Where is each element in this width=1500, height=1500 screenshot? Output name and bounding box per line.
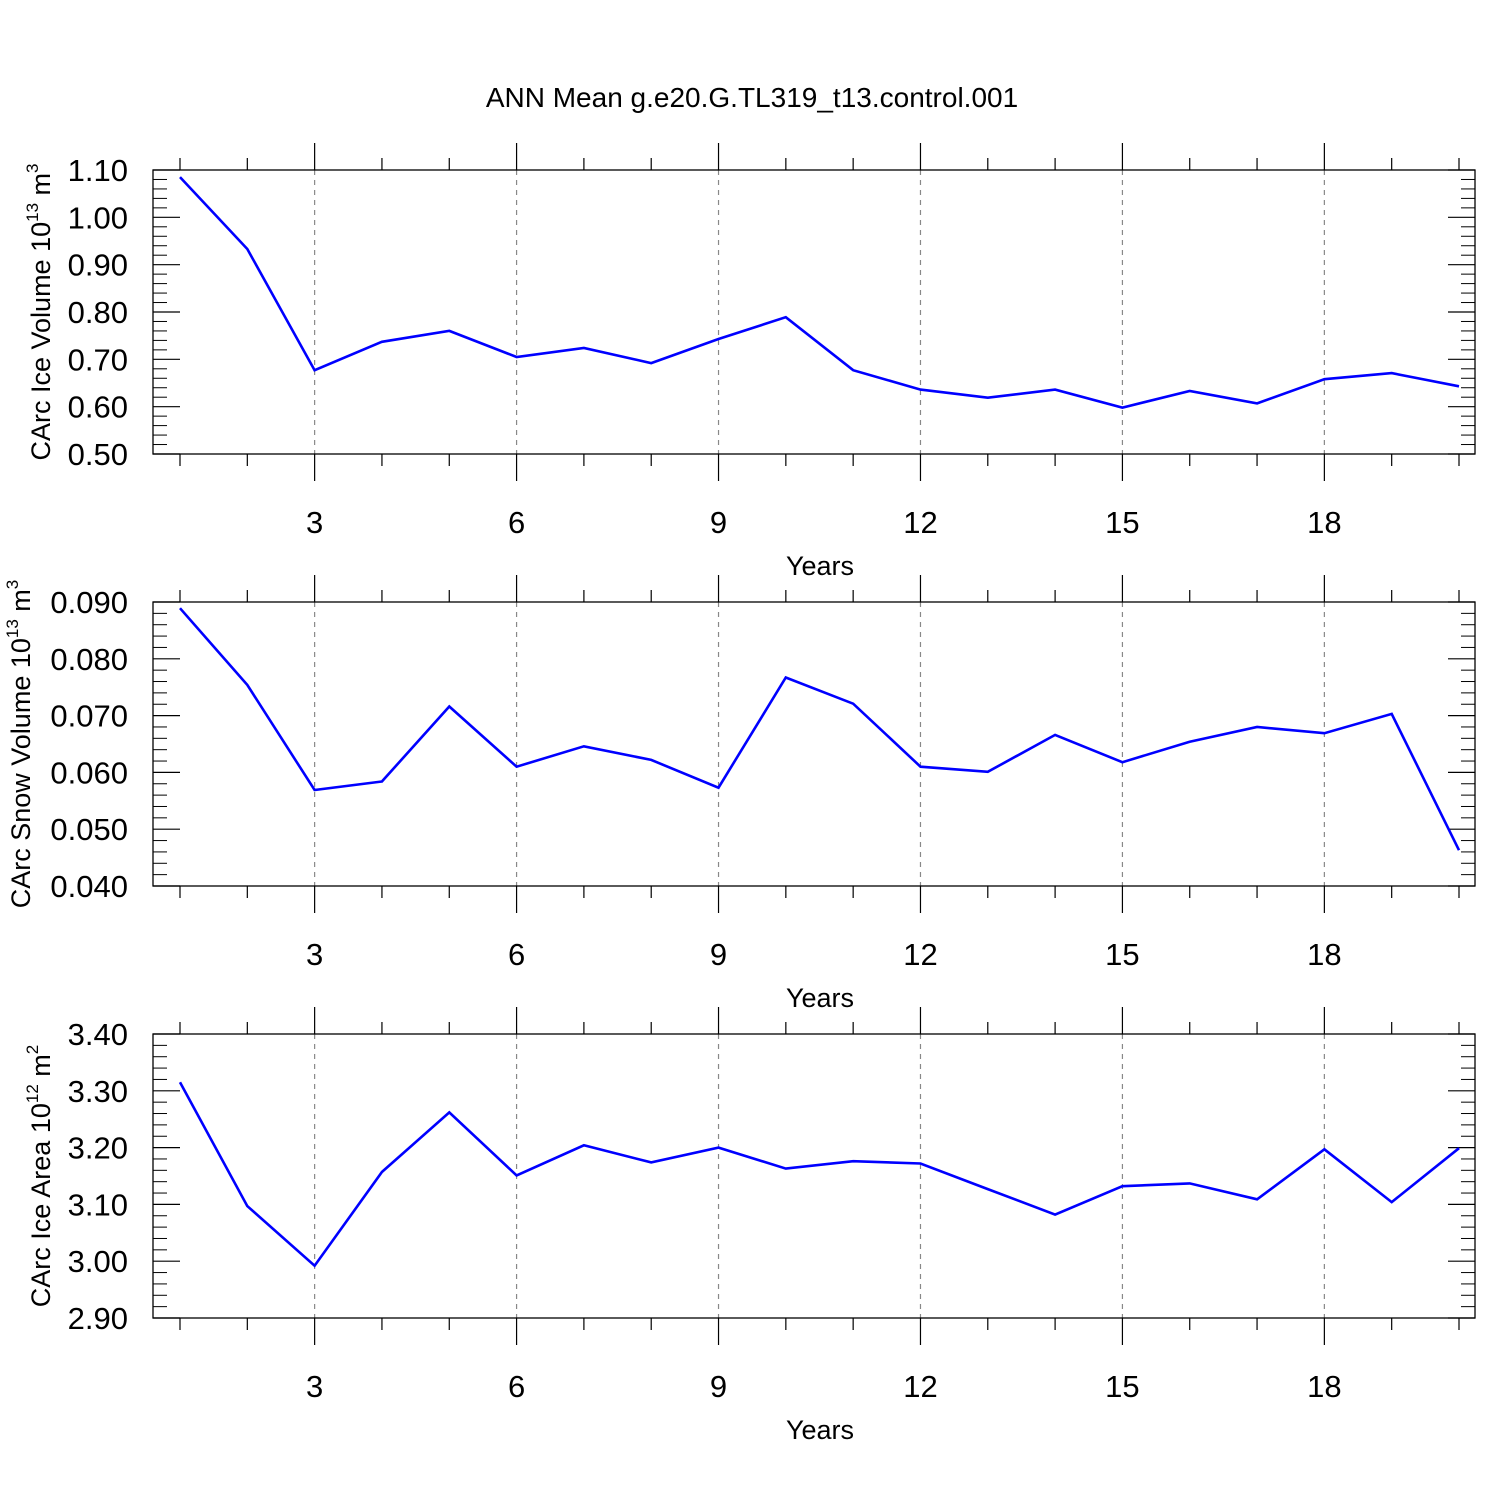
y-tick-label-5: 0.090 <box>50 585 128 620</box>
x-tick-label-3: 12 <box>903 1369 937 1404</box>
y-axis-title: CArc Snow Volume 1013 m3 <box>3 580 36 909</box>
x-axis-title: Years <box>786 983 854 1013</box>
x-tick-label-3: 12 <box>903 937 937 972</box>
panel-3: 2.90 3.00 3.10 3.20 3.30 3.40 3 6 9 12 15 18 Years CA… <box>23 1007 1476 1445</box>
x-tick-label-3: 12 <box>903 505 937 540</box>
y-tick-label-4: 0.080 <box>50 642 128 677</box>
x-tick-label-4: 15 <box>1105 505 1139 540</box>
y-tick-label-6: 1.10 <box>68 153 128 188</box>
y-axis-title: CArc Ice Area 1012 m2 <box>23 1045 56 1308</box>
x-tick-label-2: 9 <box>710 1369 727 1404</box>
x-tick-label-0: 3 <box>306 505 323 540</box>
x-tick-label-4: 15 <box>1105 937 1139 972</box>
y-tick-label-3: 0.070 <box>50 699 128 734</box>
figure-title: ANN Mean g.e20.G.TL319_t13.control.001 <box>486 82 1018 113</box>
series-line <box>179 607 1461 851</box>
y-tick-label-0: 0.50 <box>68 437 128 472</box>
x-axis-title: Years <box>786 1415 854 1445</box>
y-tick-label-3: 0.80 <box>68 295 128 330</box>
x-tick-label-0: 3 <box>306 937 323 972</box>
x-tick-label-5: 18 <box>1307 1369 1341 1404</box>
y-tick-label-1: 0.60 <box>68 390 128 425</box>
y-tick-label-1: 3.00 <box>68 1244 128 1279</box>
y-tick-label-1: 0.050 <box>50 812 128 847</box>
y-tick-label-4: 3.30 <box>68 1074 128 1109</box>
y-tick-label-3: 3.20 <box>68 1131 128 1166</box>
panel-1: 0.50 0.60 0.70 0.80 0.90 1.00 1.10 3 6 9 12 15 18 Yea… <box>23 143 1476 581</box>
y-axis-title: CArc Ice Volume 1013 m3 <box>23 163 56 460</box>
x-tick-label-5: 18 <box>1307 937 1341 972</box>
x-tick-label-1: 6 <box>508 937 525 972</box>
panel-2: 0.040 0.050 0.060 0.070 0.080 0.090 3 6 9 12 15 18 Y… <box>3 575 1476 1013</box>
y-tick-label-5: 1.00 <box>68 200 128 235</box>
series-line <box>179 176 1460 409</box>
plot-frame <box>152 169 1476 455</box>
x-tick-label-5: 18 <box>1307 505 1341 540</box>
y-tick-label-0: 0.040 <box>50 869 128 904</box>
panels: 0.50 0.60 0.70 0.80 0.90 1.00 1.10 3 6 9 12 15 18 Yea… <box>3 143 1476 1445</box>
x-tick-label-0: 3 <box>306 1369 323 1404</box>
y-tick-label-5: 3.40 <box>68 1017 128 1052</box>
x-tick-label-4: 15 <box>1105 1369 1139 1404</box>
series-line <box>178 1081 1460 1268</box>
y-tick-label-4: 0.90 <box>68 248 128 283</box>
plot-frame <box>152 601 1476 887</box>
x-tick-label-1: 6 <box>508 1369 525 1404</box>
x-axis-title: Years <box>786 551 854 581</box>
x-tick-label-1: 6 <box>508 505 525 540</box>
y-tick-label-2: 0.70 <box>68 342 128 377</box>
y-tick-label-2: 0.060 <box>50 755 128 790</box>
plot-frame <box>152 1033 1476 1319</box>
x-tick-label-2: 9 <box>710 937 727 972</box>
y-tick-label-2: 3.10 <box>68 1187 128 1222</box>
y-tick-label-0: 2.90 <box>68 1301 128 1336</box>
x-tick-label-2: 9 <box>710 505 727 540</box>
